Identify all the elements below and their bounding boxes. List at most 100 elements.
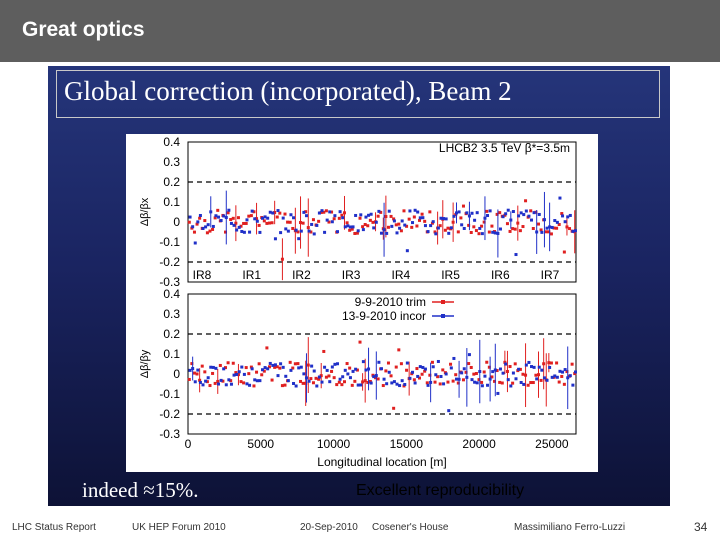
bottom-trim-point: [493, 379, 497, 383]
top-trim-point: [231, 216, 235, 220]
top-incor-point: [356, 229, 360, 233]
top-trim-point: [555, 226, 559, 230]
top-incor-point: [473, 218, 477, 222]
bottom-incor-point: [403, 382, 407, 386]
bottom-trim-point: [280, 384, 284, 388]
bottom-trim-point: [208, 384, 212, 388]
top-trim-point: [508, 229, 512, 233]
bottom-frame: [187, 293, 577, 435]
top-incor-point: [486, 214, 490, 218]
top-incor-point: [506, 208, 510, 212]
bottom-incor-point: [266, 367, 270, 371]
top-trim-point: [192, 230, 196, 234]
bottom-trim-point: [555, 361, 559, 365]
bottom-incor-point: [219, 378, 223, 382]
bottom-incor-point: [222, 367, 226, 371]
bottom-incor-point: [447, 409, 451, 413]
bottom-incor-point: [354, 367, 358, 371]
top-ytick-label: 0.4: [163, 135, 180, 149]
bottom-incor-point: [408, 376, 412, 380]
top-incor-point: [563, 220, 567, 224]
top-trim-point: [203, 219, 207, 223]
top-trim-point: [443, 228, 447, 232]
top-trim-point: [187, 220, 191, 224]
bottom-incor-point: [299, 365, 303, 369]
bottom-trim-point: [358, 340, 362, 344]
top-trim-point: [552, 226, 556, 230]
top-trim-point: [224, 230, 228, 234]
top-ytick-label: -0.1: [159, 235, 180, 249]
top-incor-point: [522, 213, 526, 217]
bottom-incor-point: [294, 384, 298, 388]
bottom-trim-point: [384, 369, 388, 373]
top-incor-point: [188, 215, 192, 219]
top-trim-point: [340, 213, 344, 217]
top-incor-point: [460, 223, 464, 227]
top-trim-point: [560, 212, 564, 216]
bottom-incor-point: [211, 365, 215, 369]
bottom-incor-point: [431, 365, 435, 369]
bottom-trim-point: [267, 365, 271, 369]
bottom-incor-point: [392, 380, 396, 384]
top-incor-point: [343, 225, 347, 229]
top-incor-point: [398, 226, 402, 230]
bottom-incor-point: [240, 365, 244, 369]
bottom-trim-point: [200, 364, 204, 368]
top-trim-point: [288, 220, 292, 224]
top-trim-point: [394, 223, 398, 227]
bottom-trim-point: [451, 379, 455, 383]
bottom-incor-point: [343, 368, 347, 372]
top-trim-point: [317, 219, 321, 223]
top-ytick-label: 0: [173, 215, 180, 229]
bottom-trim-point: [570, 362, 574, 366]
top-trim-point: [536, 222, 540, 226]
top-trim-point: [410, 225, 414, 229]
reproducibility-note: Excellent reproducibility: [356, 482, 525, 499]
top-incor-point: [480, 232, 484, 236]
bottom-incor-point: [188, 368, 192, 372]
top-incor-point: [439, 216, 443, 220]
bottom-incor-point: [532, 365, 536, 369]
top-incor-point: [488, 209, 492, 213]
top-incor-point: [214, 214, 218, 218]
bottom-incor-point: [229, 382, 233, 386]
top-incor-point: [400, 219, 404, 223]
page-number: 34: [694, 520, 708, 534]
top-incor-point: [302, 210, 306, 214]
bottom-incor-point: [517, 367, 521, 371]
bottom-incor-point: [245, 382, 249, 386]
top-trim-point: [498, 211, 502, 215]
bottom-trim-point: [342, 380, 346, 384]
top-incor-point: [377, 209, 381, 213]
bottom-incor-point: [341, 375, 345, 379]
top-trim-point: [482, 220, 486, 224]
bottom-trim-point: [376, 377, 380, 381]
top-incor-point: [442, 217, 446, 221]
bottom-trim-point: [314, 376, 318, 380]
bottom-trim-point: [467, 362, 471, 366]
top-trim-point: [505, 222, 509, 226]
bottom-incor-point: [286, 379, 290, 383]
top-trim-point: [568, 227, 572, 231]
ir-label: IR3: [342, 268, 361, 282]
bottom-trim-point: [203, 370, 207, 374]
bottom-trim-point: [366, 380, 370, 384]
bottom-incor-point: [379, 367, 383, 371]
bottom-trim-point: [394, 365, 398, 369]
bottom-trim-point: [389, 374, 393, 378]
bottom-trim-point: [330, 369, 334, 373]
bottom-trim-point: [335, 383, 339, 387]
xtick-label: 15000: [390, 437, 424, 451]
bottom-trim-point: [438, 382, 442, 386]
top-trim-point: [324, 209, 328, 213]
top-trim-point: [262, 219, 266, 223]
bottom-incor-point: [527, 360, 531, 364]
bottom-incor-point: [204, 379, 208, 383]
bottom-incor-point: [426, 383, 430, 387]
top-incor-point: [387, 209, 391, 213]
bottom-incor-point: [201, 383, 205, 387]
top-trim-point: [549, 232, 553, 236]
bottom-incor-point: [382, 377, 386, 381]
bottom-trim-point: [456, 381, 460, 385]
bottom-trim-point: [472, 372, 476, 376]
